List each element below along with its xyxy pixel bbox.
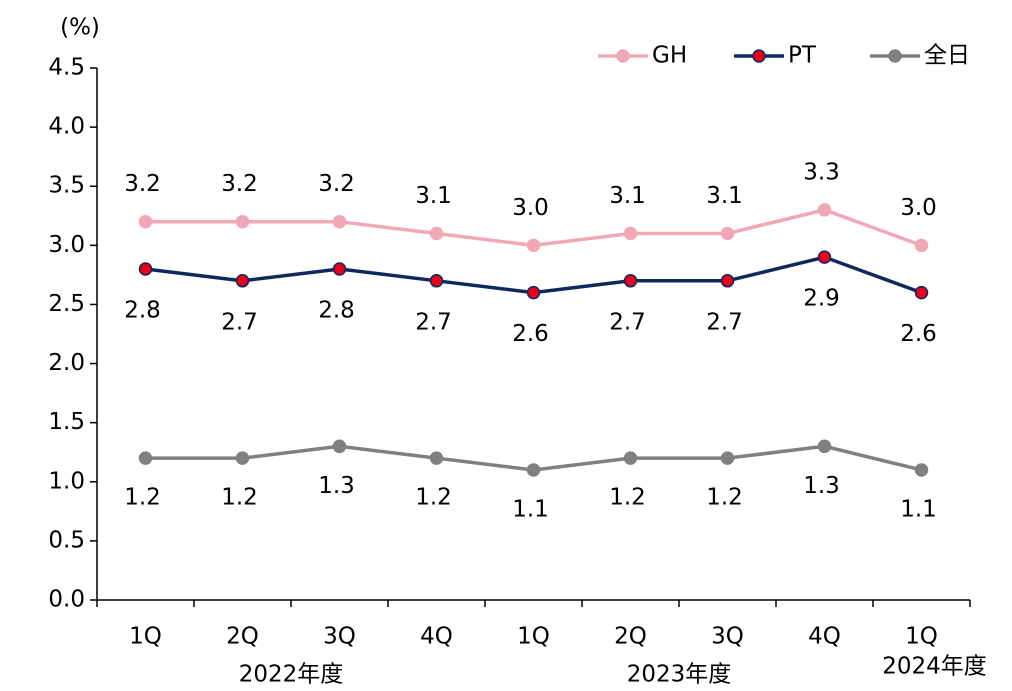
data-label: 3.3 (803, 159, 840, 185)
point (720, 226, 735, 241)
legend-marker (752, 49, 766, 63)
data-label: 3.1 (706, 183, 743, 209)
data-label: 2.8 (318, 297, 355, 323)
point (914, 238, 929, 253)
data-label: 2.9 (803, 286, 840, 312)
legend-label: GH (652, 43, 687, 69)
y-tick-label: 1.5 (48, 409, 85, 435)
data-label: 3.2 (124, 171, 161, 197)
y-tick-label: 0.0 (48, 587, 85, 613)
point (429, 226, 444, 241)
point (914, 463, 929, 477)
data-label: 2.6 (512, 321, 549, 347)
point (235, 214, 250, 229)
data-label: 1.2 (124, 485, 161, 511)
point (623, 226, 638, 241)
y-tick-label: 0.5 (48, 527, 85, 553)
point (332, 214, 347, 229)
data-label: 1.1 (900, 496, 937, 522)
data-label: 1.2 (706, 485, 743, 511)
x-tick-label: 2Q (614, 624, 647, 650)
data-label: 3.1 (609, 183, 646, 209)
year-label: 2023年度 (627, 662, 732, 688)
legend-marker (616, 49, 630, 63)
point (914, 285, 929, 300)
data-label: 3.0 (512, 195, 549, 221)
point (429, 274, 444, 288)
point (817, 439, 832, 454)
x-tick-label: 4Q (808, 624, 841, 650)
legend-label: PT (788, 43, 817, 69)
data-label: 3.2 (221, 171, 258, 197)
y-axis-label: (%) (60, 15, 100, 41)
point (138, 451, 153, 465)
point (720, 451, 735, 465)
data-label: 1.2 (221, 485, 258, 511)
point (332, 262, 347, 276)
x-tick-label: 3Q (323, 624, 356, 650)
point (817, 203, 832, 217)
point (235, 274, 250, 288)
y-tick-label: 3.0 (48, 232, 85, 258)
y-tick-label: 3.5 (48, 173, 85, 199)
point (817, 250, 832, 264)
x-tick-label: 2Q (226, 624, 259, 650)
data-label: 2.7 (609, 309, 646, 335)
data-label: 1.2 (609, 485, 646, 511)
legend-label: 全日 (924, 43, 970, 69)
x-tick-label: 1Q (517, 624, 550, 650)
data-label: 2.7 (221, 309, 258, 335)
data-label: 1.3 (803, 473, 840, 499)
data-label: 2.7 (706, 309, 743, 335)
y-tick-label: 2.5 (48, 291, 85, 317)
data-label: 2.7 (415, 309, 452, 335)
data-label: 1.1 (512, 496, 549, 522)
y-tick-label: 4.0 (48, 114, 85, 140)
y-tick-label: 1.0 (48, 468, 85, 494)
point (623, 451, 638, 465)
x-tick-label: 1Q (905, 624, 938, 650)
point (429, 451, 444, 465)
data-label: 3.1 (415, 183, 452, 209)
y-tick-label: 2.0 (48, 350, 85, 376)
point (526, 238, 541, 253)
point (720, 274, 735, 288)
point (526, 285, 541, 300)
point (235, 451, 250, 465)
point (623, 274, 638, 288)
point (332, 439, 347, 454)
data-label: 3.2 (318, 171, 355, 197)
year-label: 2022年度 (239, 662, 344, 688)
point (138, 214, 153, 229)
x-tick-label: 1Q (129, 624, 162, 650)
legend-marker (888, 49, 902, 63)
data-label: 3.0 (900, 195, 937, 221)
data-label: 1.3 (318, 473, 355, 499)
data-label: 2.8 (124, 297, 161, 323)
point (526, 463, 541, 477)
point (138, 262, 153, 276)
y-tick-label: 4.5 (48, 55, 85, 81)
data-label: 2.6 (900, 321, 937, 347)
x-tick-label: 4Q (420, 624, 453, 650)
x-tick-label: 3Q (711, 624, 744, 650)
year-label: 2024年度 (882, 654, 987, 680)
data-label: 1.2 (415, 485, 452, 511)
